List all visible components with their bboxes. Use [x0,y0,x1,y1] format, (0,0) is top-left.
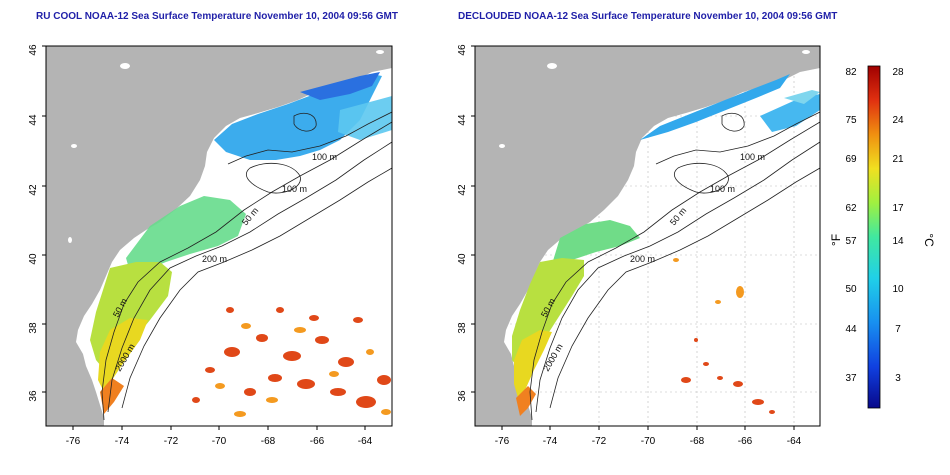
right-x-axis: -76 -74 -72 -70 -68 -66 -64 [495,426,802,447]
colorbar: 82 75 69 62 57 50 44 37 28 24 21 17 14 1… [829,65,936,409]
right-xtick: -76 [495,436,510,447]
right-ytick: 44 [457,114,468,126]
f-tick: 82 [845,67,857,78]
f-tick: 44 [845,324,857,335]
right-ytick: 42 [457,184,468,196]
right-label-200m: 200 m [630,254,655,264]
right-xtick: -74 [543,436,558,447]
f-tick: 69 [845,154,857,165]
left-sst-scotian [338,96,392,140]
left-map: 100 m 100 m 50 m 200 m 50 m 2000 m -76 -… [28,44,393,447]
left-ytick: 38 [28,322,39,334]
right-sst-maine-coast [640,74,790,140]
left-ytick: 36 [28,390,39,402]
colorbar-fahrenheit-label: °F [829,234,843,246]
left-map-title: RU COOL NOAA-12 Sea Surface Temperature … [36,11,398,22]
right-label-100m-a: 100 m [740,152,765,162]
left-lake-1 [120,63,130,69]
left-ytick: 46 [28,44,39,56]
right-sst-shelf-green [552,220,640,264]
left-map-land [46,46,392,426]
left-xtick: -76 [66,436,81,447]
left-ytick: 44 [28,114,39,126]
right-xtick: -66 [738,436,753,447]
c-tick: 24 [892,115,904,126]
left-xtick: -64 [358,436,373,447]
right-label-100m-b: 100 m [710,184,735,194]
colorbar-scale [867,65,881,409]
right-lake-3 [499,144,505,148]
left-xtick: -70 [212,436,227,447]
right-map-land [475,46,820,426]
c-tick: 3 [895,373,901,384]
c-tick: 17 [892,203,904,214]
right-sst-scotian [760,94,820,132]
f-tick: 75 [845,115,857,126]
c-tick: 28 [892,67,904,78]
left-label-100m-b: 100 m [282,184,307,194]
right-ytick: 40 [457,253,468,265]
left-sst-gulfstream-orange [100,378,124,414]
right-y-axis: 46 44 42 40 38 36 [457,44,475,402]
left-ytick: 42 [28,184,39,196]
right-sst-warm-patches [681,338,775,414]
right-sst-scotian-lightblue [784,90,820,104]
colorbar-c-ticks: 28 24 21 17 14 10 7 3 [892,67,904,384]
right-xtick: -72 [592,436,607,447]
right-xtick: -64 [787,436,802,447]
right-map-title: DECLOUDED NOAA-12 Sea Surface Temperatur… [458,11,838,22]
right-sst-orange-patches [673,258,744,304]
c-tick: 21 [892,154,904,165]
left-contours [101,111,392,421]
right-contours [529,111,820,421]
right-lake-2 [802,50,810,54]
right-xtick: -70 [641,436,656,447]
right-lake-1 [547,63,557,69]
left-xtick: -74 [115,436,130,447]
left-x-axis: -76 -74 -72 -70 -68 -66 -64 [66,426,373,447]
left-sst-orange-patches [215,323,391,417]
left-xtick: -66 [310,436,325,447]
left-sst-bay-of-fundy [300,72,380,100]
c-tick: 7 [895,324,901,335]
left-lake-3 [71,144,77,148]
right-map: 100 m 100 m 50 m 200 m 50 m 2000 m -76 -… [457,44,821,447]
right-ytick: 46 [457,44,468,56]
left-lake-2 [376,50,384,54]
right-sst-shelf-yellow [514,330,552,398]
colorbar-celsius-label: °C [922,233,936,247]
right-ytick: 36 [457,390,468,402]
f-tick: 37 [845,373,857,384]
f-tick: 50 [845,284,857,295]
f-tick: 62 [845,203,857,214]
right-xtick: -68 [690,436,705,447]
colorbar-f-ticks: 82 75 69 62 57 50 44 37 [845,67,857,384]
left-lake-4 [68,237,72,243]
left-sst-shelf-yellow [98,318,148,392]
right-sst-gulfstream-orange [516,386,536,416]
left-y-axis: 46 44 42 40 38 36 [28,44,46,402]
left-label-200m: 200 m [202,254,227,264]
left-sst-warm-patches [192,307,391,408]
left-xtick: -68 [261,436,276,447]
f-tick: 57 [845,236,857,247]
left-xtick: -72 [164,436,179,447]
left-ytick: 40 [28,253,39,265]
c-tick: 10 [892,284,904,295]
c-tick: 14 [892,236,904,247]
left-sst-shelf-green [126,196,246,272]
left-label-100m-a: 100 m [312,152,337,162]
right-ytick: 38 [457,322,468,334]
